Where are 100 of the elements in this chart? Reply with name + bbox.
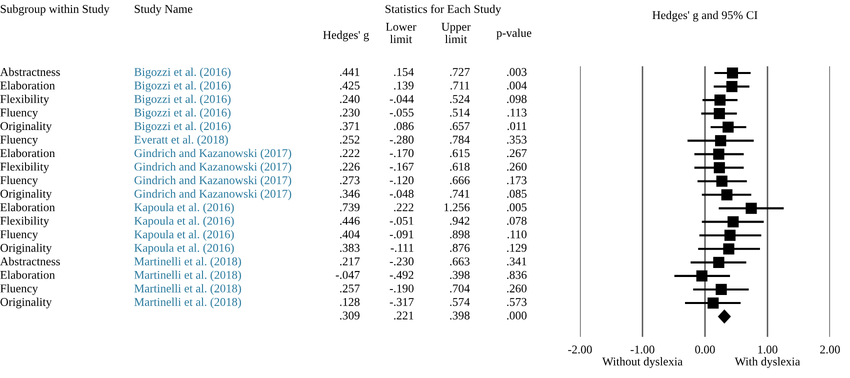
text: .154 xyxy=(394,68,414,76)
text: .942 xyxy=(450,216,470,225)
text: .005 xyxy=(507,203,527,212)
point xyxy=(708,297,719,309)
text: .784 xyxy=(450,136,470,144)
text: .217 xyxy=(340,257,360,266)
point xyxy=(746,202,757,214)
text: Martinelli et al. (2018) xyxy=(134,284,242,295)
x-tick-label: 0.00 xyxy=(695,346,715,354)
point xyxy=(714,94,726,106)
text: .666 xyxy=(450,176,470,184)
text: -.190 xyxy=(390,284,414,292)
text: Without dyslexia xyxy=(602,357,683,368)
text: -.167 xyxy=(390,162,414,171)
text: .221 xyxy=(394,312,414,320)
text: Gindrich and Kazanowski (2017) xyxy=(134,189,292,200)
text: .441 xyxy=(340,68,360,76)
point xyxy=(728,216,739,228)
x-tick-label: -1.00 xyxy=(630,346,654,354)
text: Kapoula et al. (2016) xyxy=(134,216,234,228)
text: Abstractness xyxy=(0,257,60,266)
text: .704 xyxy=(450,284,470,292)
text: .222 xyxy=(394,203,414,212)
point xyxy=(722,122,734,133)
text: .346 xyxy=(340,190,360,198)
text: -.055 xyxy=(390,108,414,117)
point xyxy=(718,310,731,324)
text: Elaboration xyxy=(0,202,55,212)
text: .260 xyxy=(507,162,527,171)
point xyxy=(713,256,724,268)
text: -.317 xyxy=(390,298,414,306)
text: .113 xyxy=(508,108,527,117)
category-label: Upper limit xyxy=(441,22,471,44)
text: .128 xyxy=(340,298,360,306)
text: .078 xyxy=(507,216,527,225)
text: .341 xyxy=(507,257,526,266)
text: .086 xyxy=(394,122,414,130)
text: Flexibility xyxy=(0,216,50,228)
text: Gindrich and Kazanowski (2017) xyxy=(134,176,292,187)
text: .011 xyxy=(508,122,526,130)
text: Fluency xyxy=(0,284,38,295)
text: -.230 xyxy=(390,257,414,266)
text: .446 xyxy=(340,216,360,225)
text: .727 xyxy=(450,68,470,76)
text: .425 xyxy=(340,82,360,90)
text: .257 xyxy=(340,284,360,292)
text: .222 xyxy=(340,149,360,158)
point xyxy=(713,148,724,160)
text: Fluency xyxy=(0,230,38,241)
text: .226 xyxy=(340,162,360,171)
text: Statistics for Each Study xyxy=(386,4,502,16)
x-tick-label: -2.00 xyxy=(568,346,592,354)
text: Kapoula et al. (2016) xyxy=(134,230,234,241)
point xyxy=(696,270,708,282)
text: Fluency xyxy=(0,176,38,187)
text: .000 xyxy=(507,312,527,320)
category-label: Hedges' g xyxy=(323,30,369,42)
text: -.170 xyxy=(390,149,414,158)
text: Originality xyxy=(0,122,52,132)
text: .004 xyxy=(507,82,527,90)
text: .876 xyxy=(450,244,470,252)
text: .139 xyxy=(394,82,414,90)
text: -.280 xyxy=(390,136,414,144)
text: Originality xyxy=(0,298,52,308)
text: -.111 xyxy=(390,244,414,252)
text: .110 xyxy=(508,230,527,238)
text: With dyslexia xyxy=(734,357,800,368)
text: .657 xyxy=(450,122,470,130)
text: Flexibility xyxy=(0,162,50,174)
text: .260 xyxy=(507,284,527,292)
text: Everatt et al. (2018) xyxy=(134,135,228,146)
text: Gindrich and Kazanowski (2017) xyxy=(134,148,292,160)
text: .524 xyxy=(450,95,470,104)
text: .371 xyxy=(340,122,360,130)
point xyxy=(723,243,734,254)
text: Abstractness xyxy=(0,68,60,76)
text: Bigozzi et al. (2016) xyxy=(134,108,231,119)
text: .173 xyxy=(507,176,527,184)
text: .240 xyxy=(340,95,360,104)
x-tick-label: 1.00 xyxy=(758,346,778,354)
text: Originality xyxy=(0,189,52,200)
text: Bigozzi et al. (2016) xyxy=(134,68,231,78)
text: Kapoula et al. (2016) xyxy=(134,244,234,254)
point xyxy=(726,80,738,92)
text: .398 xyxy=(450,312,470,320)
text: Originality xyxy=(0,244,52,254)
text: Fluency xyxy=(0,135,38,146)
text: .383 xyxy=(340,244,360,252)
text: Bigozzi et al. (2016) xyxy=(134,81,231,92)
text: 1.256 xyxy=(444,203,470,212)
text: Martinelli et al. (2018) xyxy=(134,270,242,282)
text: .574 xyxy=(450,298,470,306)
text: Martinelli et al. (2018) xyxy=(134,257,242,268)
text: .003 xyxy=(507,68,527,76)
text: .398 xyxy=(450,270,470,279)
text: .267 xyxy=(507,149,527,158)
point xyxy=(716,284,727,296)
point xyxy=(716,176,728,187)
chart-title: Hedges' g and 95% CI xyxy=(652,10,758,22)
text: -.051 xyxy=(390,216,414,225)
